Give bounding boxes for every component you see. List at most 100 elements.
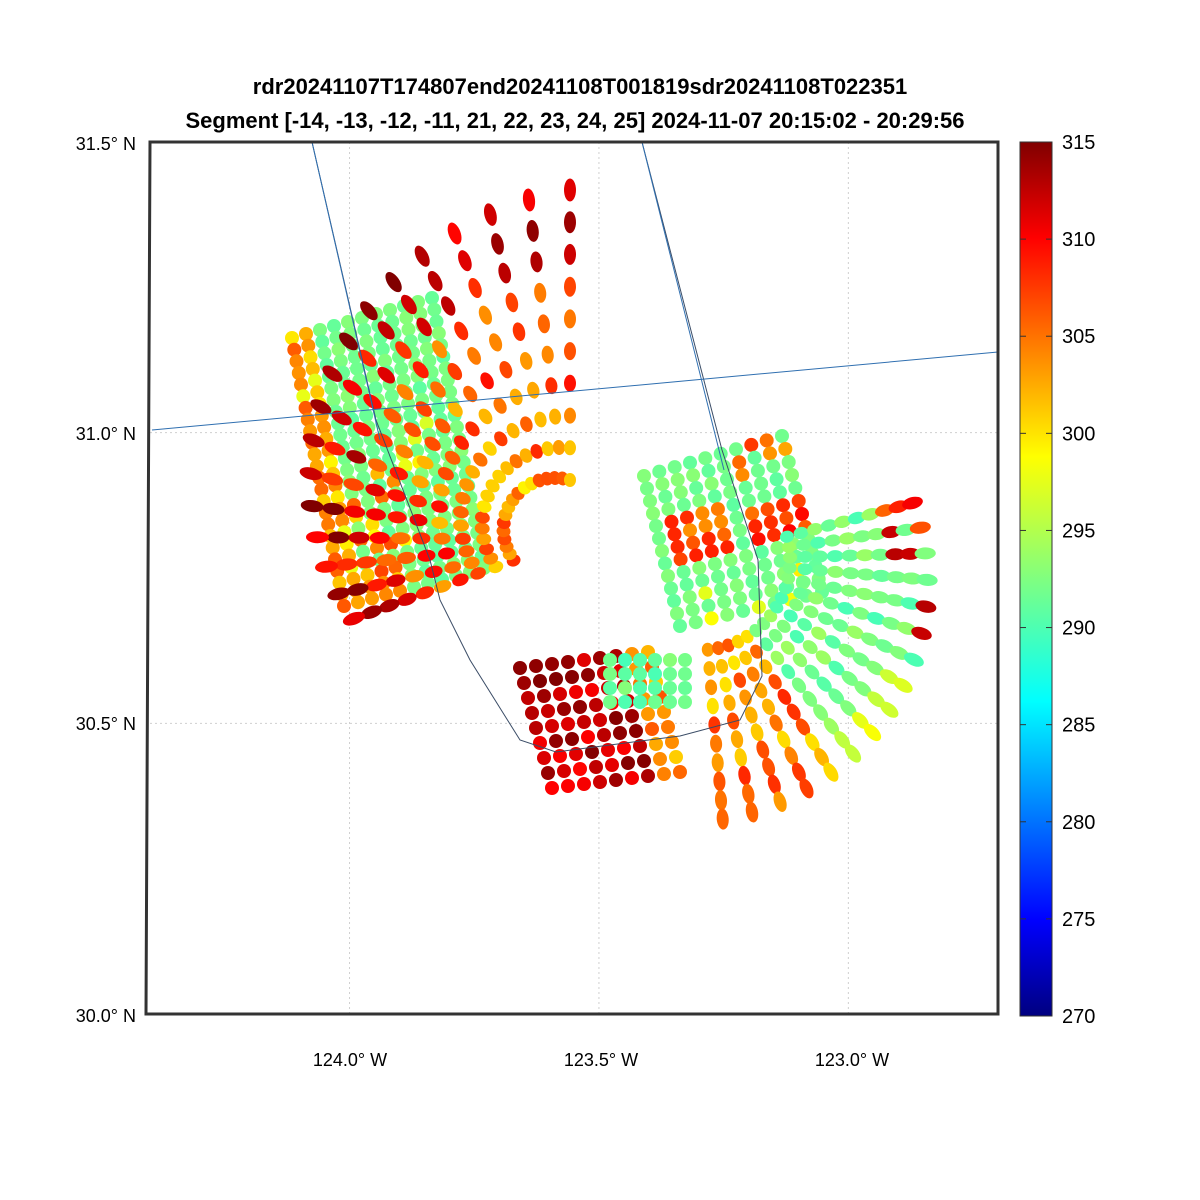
data-point: [444, 561, 462, 574]
data-point: [648, 695, 662, 709]
data-point: [855, 587, 874, 601]
data-point: [763, 515, 778, 530]
data-point: [637, 469, 651, 483]
data-point: [797, 563, 813, 576]
data-point: [463, 556, 480, 570]
data-point: [285, 331, 299, 345]
data-point: [812, 550, 828, 563]
lon-tick-label: 124.0° W: [313, 1050, 387, 1070]
data-point: [678, 667, 692, 681]
data-point: [764, 583, 779, 598]
data-point: [321, 517, 336, 532]
data-point: [403, 334, 418, 349]
data-point: [557, 702, 571, 716]
data-point: [678, 681, 692, 695]
data-point: [420, 341, 434, 356]
data-point: [561, 779, 575, 793]
data-point: [479, 543, 494, 556]
data-point: [637, 754, 651, 768]
data-point: [593, 713, 607, 727]
data-point: [816, 676, 832, 692]
data-point: [779, 530, 794, 543]
data-point: [564, 211, 576, 234]
data-point: [797, 618, 813, 632]
data-point: [726, 565, 741, 580]
data-point: [473, 452, 488, 467]
data-point: [517, 676, 531, 690]
data-point: [618, 681, 632, 695]
data-point: [853, 530, 871, 543]
data-point: [664, 514, 679, 529]
data-point: [813, 704, 829, 721]
data-point: [742, 561, 757, 576]
data-point: [317, 346, 332, 361]
data-point: [545, 719, 559, 733]
data-point: [409, 494, 427, 508]
data-point: [597, 728, 611, 742]
data-point: [454, 435, 469, 450]
data-point: [774, 591, 789, 605]
data-point: [669, 750, 683, 764]
data-point: [805, 733, 820, 752]
data-point: [346, 571, 361, 586]
data-point: [841, 670, 858, 686]
data-point: [351, 521, 366, 536]
data-point: [730, 730, 744, 749]
data-point: [433, 532, 451, 545]
data-point: [431, 340, 448, 359]
data-point: [744, 706, 758, 724]
data-point: [744, 437, 759, 452]
data-point: [313, 323, 327, 337]
data-point: [701, 463, 716, 478]
data-point: [564, 342, 576, 361]
data-point: [376, 554, 397, 567]
data-point: [747, 450, 762, 465]
data-point: [886, 571, 907, 584]
data-point: [564, 407, 576, 424]
data-point: [678, 695, 692, 709]
data-point: [823, 717, 840, 735]
data-point: [655, 544, 669, 558]
data-point: [387, 489, 406, 502]
data-point: [633, 739, 647, 753]
data-point: [541, 766, 555, 780]
data-point: [692, 561, 707, 575]
data-point: [317, 420, 332, 435]
data-point: [870, 591, 890, 604]
data-point: [914, 547, 936, 560]
data-point: [786, 703, 801, 721]
data-point: [911, 626, 932, 640]
data-point: [395, 521, 410, 536]
data-point: [756, 740, 770, 759]
data-point: [505, 292, 519, 313]
data-point: [324, 381, 339, 396]
data-point: [434, 418, 451, 434]
data-point: [842, 567, 860, 580]
data-point: [417, 549, 436, 562]
colorbar-tick-label: 290: [1062, 618, 1095, 640]
data-point: [641, 769, 655, 783]
data-point: [452, 573, 469, 587]
data-point: [783, 551, 797, 564]
data-point: [673, 765, 687, 779]
data-point: [673, 552, 688, 567]
data-point: [493, 397, 507, 414]
data-point: [657, 767, 671, 781]
data-point: [314, 482, 329, 497]
data-point: [900, 597, 921, 610]
data-point: [545, 377, 558, 395]
data-point: [715, 658, 729, 674]
data-point: [447, 401, 463, 418]
data-point: [474, 511, 490, 524]
data-point: [322, 502, 345, 516]
data-point: [824, 534, 841, 547]
data-point: [356, 556, 377, 569]
data-point: [866, 611, 886, 625]
data-point: [291, 366, 306, 380]
data-point: [750, 463, 765, 478]
data-point: [710, 734, 723, 753]
lat-tick-label: 31.0° N: [76, 424, 136, 444]
data-point: [658, 556, 672, 571]
data-point: [361, 605, 383, 619]
data-point: [541, 345, 554, 364]
